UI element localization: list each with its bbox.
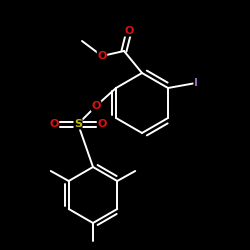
Text: O: O	[49, 119, 59, 129]
Text: O: O	[91, 101, 101, 111]
Text: O: O	[97, 119, 107, 129]
Text: O: O	[124, 26, 134, 36]
Text: O: O	[97, 51, 107, 61]
Text: S: S	[74, 119, 82, 129]
Text: I: I	[194, 78, 198, 88]
